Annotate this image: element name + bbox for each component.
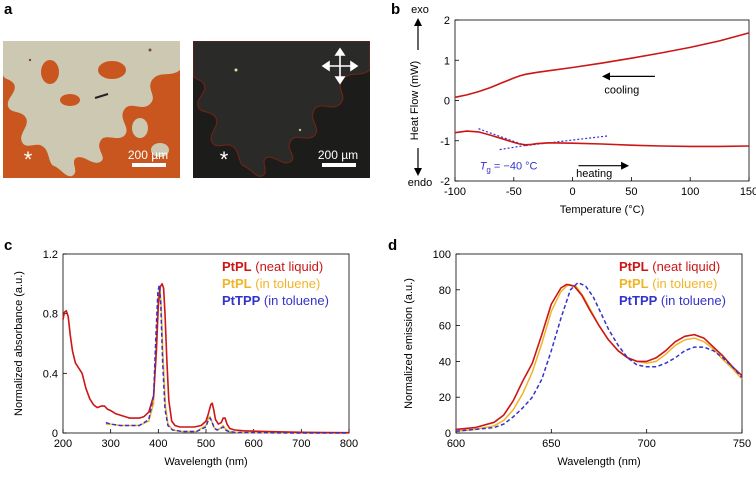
emi-ytick-label: 80 [439,285,451,297]
dsc-endo-label: endo [408,177,432,189]
abs-xaxis-label: Wavelength (nm) [164,456,247,468]
dsc-series-cooling [454,32,750,99]
abs-yaxis-label: Normalized absorbance (a.u.) [13,271,25,416]
emi-ytick-label: 40 [439,356,451,368]
abs-legend-entry: PtPL (in toluene) [222,276,320,291]
chart-emission: 600 650 700 750 0 20 40 60 80 100 Wavelength (nm) N… [403,249,751,468]
emi-series-PtPL-0 [455,283,743,431]
emi-ytick-label: 0 [445,428,451,440]
emi-xaxis-label: Wavelength (nm) [557,456,640,468]
emi-ytick-label: 20 [439,392,451,404]
dsc-exo-label: exo [411,4,429,16]
emi-series-PtTPP-2 [455,281,743,432]
micrograph-right-domains [193,41,370,177]
chart-absorbance: 200 300 400 500 600 700 800 0 0.4 0.8 1.2 Wavelengt… [13,249,358,468]
dsc-xtick-label: 100 [681,186,699,198]
tg-label: Tg = −40 °C [480,161,538,175]
abs-xtick-label: 300 [101,438,119,450]
panel-c-label: c [4,237,12,254]
dsc-ytick-label: -2 [440,176,450,188]
abs-xtick-label: 800 [340,438,358,450]
dsc-yaxis-label: Heat Flow (mW) [409,61,421,140]
emi-legend-entry: PtPL (in toluene) [619,276,717,291]
dsc-ytick-label: 1 [444,55,450,67]
scalebar-right-label: 200 µm [318,148,358,162]
dsc-xtick-label: 150 [740,186,756,198]
abs-xtick-label: 500 [197,438,215,450]
dsc-xtick-label: -50 [506,186,522,198]
chart-dsc: -100 -50 0 50 100 150 -2 -1 0 1 2 Temperature (°C) H… [408,4,756,216]
emi-legend-entry: PtPL (neat liquid) [619,259,720,274]
heating-arrowhead-icon [621,161,630,170]
dsc-xtick-label: 0 [570,186,576,198]
micrograph-left-domains [3,41,180,177]
abs-legend-entry: PtTPP (in toluene) [222,293,329,308]
polarizer-cross-icon [321,47,359,85]
exo-arrowhead-icon [414,18,422,26]
micrograph-left-asterisk: * [24,147,33,172]
dsc-xtick-label: 50 [625,186,637,198]
emi-xtick-label: 750 [733,438,751,450]
emi-yaxis-label: Normalized emission (a.u.) [403,278,415,409]
emi-ytick-label: 60 [439,321,451,333]
dsc-series-heating [454,130,750,148]
abs-ytick-label: 0.8 [43,309,58,321]
abs-xtick-label: 700 [292,438,310,450]
abs-ytick-label: 0 [52,428,58,440]
panel-a-label: a [4,1,13,18]
micrograph-right: * 200 µm [193,41,370,178]
abs-series-PtPL-1 [105,286,349,434]
abs-xtick-label: 600 [244,438,262,450]
abs-ytick-label: 1.2 [43,249,58,261]
emi-xtick-label: 600 [447,438,465,450]
panel-b-label: b [391,1,400,18]
heating-label: heating [576,168,612,180]
dsc-ytick-label: 0 [444,96,450,108]
scalebar-left-label: 200 µm [128,148,168,162]
abs-series-PtPL-0 [62,283,350,434]
cooling-label: cooling [604,84,639,96]
micrograph-left: * 200 µm [3,41,180,178]
dsc-ytick-label: -1 [440,136,450,148]
dsc-tangent-line [499,144,530,151]
emi-ytick-label: 100 [433,249,451,261]
endo-arrowhead-icon [414,168,422,176]
dsc-xaxis-label: Temperature (°C) [560,204,644,216]
emi-xtick-label: 700 [637,438,655,450]
dsc-xtick-label: -100 [444,186,466,198]
panel-d-label: d [388,237,397,254]
scalebar-left [132,163,166,167]
cooling-arrowhead-icon [602,72,610,81]
abs-ytick-label: 0.4 [43,368,58,380]
emi-legend-entry: PtTPP (in toluene) [619,293,726,308]
micrograph-right-asterisk: * [220,147,229,172]
abs-xtick-label: 400 [149,438,167,450]
emi-plot-frame [455,253,743,434]
emi-xtick-label: 650 [542,438,560,450]
abs-xtick-label: 200 [54,438,72,450]
dsc-ytick-label: 2 [444,15,450,27]
scalebar-right [322,163,356,167]
abs-legend-entry: PtPL (neat liquid) [222,259,323,274]
